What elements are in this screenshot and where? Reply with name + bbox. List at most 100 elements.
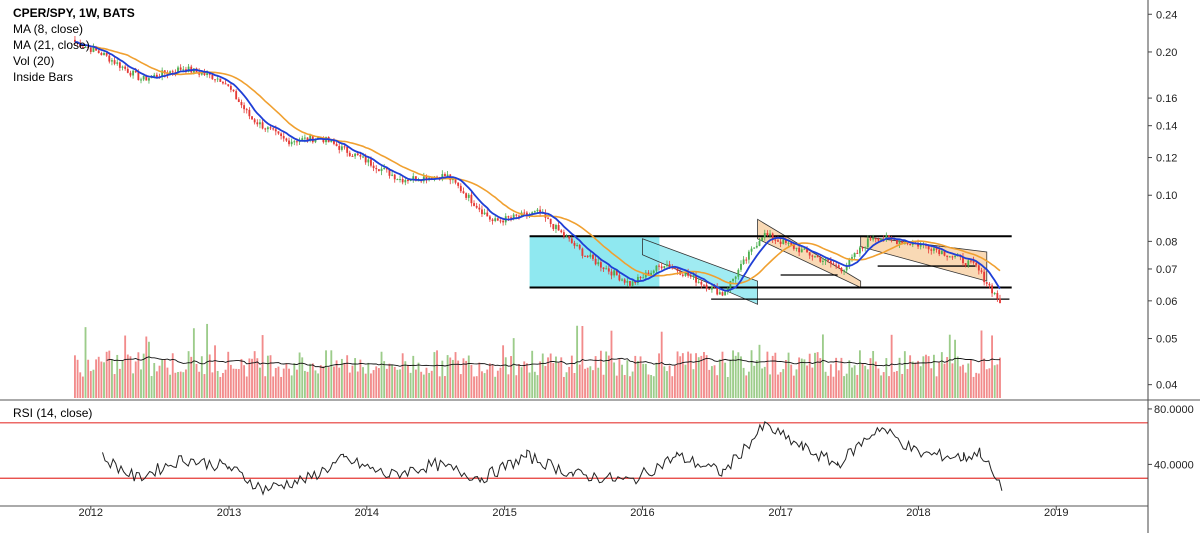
- candle-body: [700, 281, 703, 285]
- candle-body: [703, 284, 705, 286]
- candle-body: [235, 91, 238, 100]
- volume-bar: [922, 356, 925, 398]
- candle-body: [755, 245, 758, 248]
- candle-body: [652, 270, 655, 273]
- candle-body: [962, 256, 964, 264]
- volume-bar: [512, 338, 515, 398]
- candle-body: [81, 47, 84, 49]
- volume-bar: [951, 363, 954, 398]
- volume-bar: [824, 371, 827, 398]
- candle-body: [634, 281, 637, 283]
- volume-bar: [132, 373, 135, 398]
- volume-bar: [906, 369, 909, 398]
- y-tick-label: 0.24: [1156, 9, 1177, 21]
- candle-body: [729, 281, 732, 289]
- candle-body: [237, 99, 240, 102]
- candle-body: [161, 70, 164, 78]
- volume-bar: [150, 376, 153, 398]
- candle-body: [417, 180, 420, 182]
- candle-body: [206, 73, 209, 76]
- candle-body: [584, 255, 586, 257]
- volume-bar: [515, 375, 518, 398]
- candle-body: [599, 262, 602, 268]
- volume-bar: [877, 368, 880, 398]
- candle-body: [687, 272, 690, 276]
- candle-body: [74, 39, 76, 42]
- volume-bar: [784, 359, 787, 398]
- candle-body: [285, 138, 288, 141]
- volume-bar: [864, 365, 867, 398]
- candle-body: [639, 276, 642, 278]
- candle-body: [930, 249, 933, 251]
- ma-21-line: [74, 41, 1001, 285]
- candle-body: [996, 292, 999, 299]
- candle-body: [629, 280, 631, 286]
- volume-bar: [742, 367, 745, 398]
- volume-bar: [325, 350, 327, 398]
- candle-body: [132, 70, 135, 76]
- candle-body: [491, 219, 494, 222]
- volume-bar: [322, 366, 325, 398]
- candle-body: [684, 272, 687, 276]
- candle-body: [753, 247, 756, 249]
- legend-ma-slow: MA (21, close): [13, 38, 90, 52]
- candle-body: [148, 78, 150, 81]
- volume-bar: [882, 372, 885, 398]
- volume-bar: [496, 370, 499, 398]
- volume-bar: [327, 367, 330, 398]
- volume-bar: [245, 376, 248, 398]
- candle-body: [777, 240, 779, 242]
- volume-bar: [890, 334, 893, 398]
- y-tick-label: 0.14: [1156, 121, 1177, 133]
- ma-8-line: [74, 41, 1001, 292]
- volume-bar: [481, 371, 483, 398]
- volume-bar: [840, 357, 843, 398]
- volume-bar: [277, 366, 280, 398]
- candle-body: [938, 249, 941, 255]
- candle-body: [200, 72, 203, 75]
- candle-body: [734, 276, 737, 279]
- volume-bar: [792, 375, 795, 398]
- candle-body: [917, 243, 919, 247]
- candle-body: [533, 211, 536, 213]
- candle-body: [375, 168, 378, 170]
- volume-bar: [777, 374, 779, 398]
- volume-bar: [533, 371, 536, 398]
- volume-bar: [555, 356, 557, 398]
- candle-body: [488, 216, 491, 220]
- candle-body: [240, 101, 243, 106]
- candle-body: [496, 218, 499, 221]
- volume-bar: [335, 360, 338, 398]
- chart-legend: CPER/SPY, 1W, BATS MA (8, close) MA (21,…: [13, 5, 135, 85]
- candle-body: [829, 260, 832, 264]
- candle-body: [502, 220, 505, 223]
- volume-bar: [552, 363, 555, 398]
- candle-body: [832, 263, 835, 265]
- candle-body: [843, 270, 845, 272]
- volume-bar: [200, 356, 203, 398]
- volume-bar: [832, 376, 835, 398]
- volume-bar: [301, 357, 304, 398]
- candle-body: [404, 180, 407, 183]
- volume-bar: [216, 370, 219, 398]
- moving-averages: [74, 41, 1001, 292]
- legend-inside-bars: Inside Bars: [13, 70, 74, 84]
- volume-bar: [237, 369, 240, 398]
- candle-body: [166, 73, 169, 75]
- volume-bar: [451, 359, 454, 398]
- volume-bar: [909, 355, 912, 398]
- volume-bar: [848, 360, 851, 398]
- candle-body: [214, 79, 216, 81]
- volume-bar: [562, 376, 565, 398]
- candle-body: [967, 260, 970, 266]
- volume-bar: [602, 374, 605, 398]
- volume-bar: [409, 372, 412, 398]
- volume-bar: [861, 363, 864, 398]
- candle-body: [909, 243, 912, 245]
- candle-body: [264, 128, 267, 130]
- volume-bar: [89, 371, 92, 398]
- volume-bar: [296, 369, 298, 398]
- candle-body: [560, 230, 563, 233]
- volume-bar: [568, 366, 571, 398]
- volume-bar: [229, 364, 232, 398]
